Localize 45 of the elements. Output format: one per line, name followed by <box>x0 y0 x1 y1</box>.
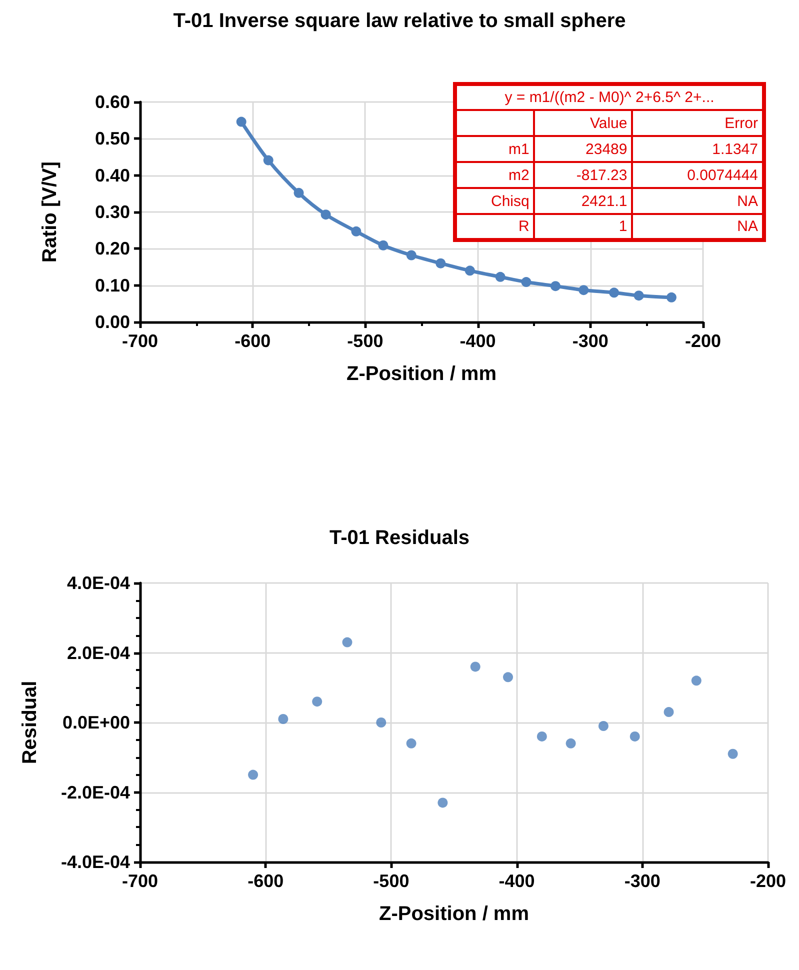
annotation: m2 <box>455 162 534 188</box>
x-axis-title: Z-Position / mm <box>346 363 496 385</box>
y-tick-label: -2.0E-04 <box>60 782 130 802</box>
annotation: 23489 <box>534 136 632 162</box>
annotation: Chisq <box>455 188 534 214</box>
x-axis-title: Z-Position / mm <box>379 903 529 925</box>
annotation: 0.0074444 <box>632 162 764 188</box>
text: Error <box>632 110 764 136</box>
x-tick-label: -200 <box>750 871 786 891</box>
x-tick-label: -700 <box>122 871 158 891</box>
y-tick-label: 4.0E-04 <box>66 573 130 593</box>
y-tick-label: 0.30 <box>94 202 130 222</box>
y-tick-label: 0.40 <box>94 165 130 186</box>
y-tick-label: 0.00 <box>94 312 130 332</box>
annotation: -817.23 <box>534 162 632 188</box>
annotation: Value <box>534 110 632 136</box>
annotation: y = m1/((m2 - M0)^ 2+6.5^ 2+... <box>455 84 764 110</box>
chart-title: T-01 Inverse square law relative to small sphere <box>173 10 626 32</box>
y-axis-title: Residual <box>19 680 41 764</box>
x-tick-label: -500 <box>347 331 384 351</box>
annotation: 2421.1 <box>534 188 632 214</box>
x-tick-label: -300 <box>624 871 660 891</box>
annotation: m1 <box>455 136 534 162</box>
y-tick-label: 0.50 <box>94 128 130 149</box>
x-tick-label: -600 <box>234 331 271 351</box>
y-tick-label: 0.20 <box>94 238 130 259</box>
text: NA <box>632 188 764 214</box>
x-tick-label: -400 <box>498 871 535 891</box>
y-tick-label: 2.0E-04 <box>66 642 130 663</box>
x-tick-label: -400 <box>460 331 496 351</box>
x-tick-label: -600 <box>248 871 284 891</box>
y-tick-label: -4.0E-04 <box>60 852 130 872</box>
text: NA <box>632 214 764 240</box>
x-tick-label: -500 <box>373 871 410 891</box>
x-tick-label: -700 <box>122 331 158 351</box>
y-tick-label: 0.0E+00 <box>62 712 130 732</box>
chart-title: T-01 Residuals <box>329 527 470 549</box>
x-tick-label: -200 <box>684 331 722 351</box>
y-axis-title: Ratio [V/V] <box>39 161 61 263</box>
annotation: 1 <box>534 214 632 240</box>
y-tick-label: 0.10 <box>94 275 130 296</box>
annotation: R <box>455 214 534 240</box>
x-tick-label: -300 <box>572 331 608 351</box>
y-tick-label: 0.60 <box>94 92 130 112</box>
text: 1.1347 <box>632 136 764 162</box>
